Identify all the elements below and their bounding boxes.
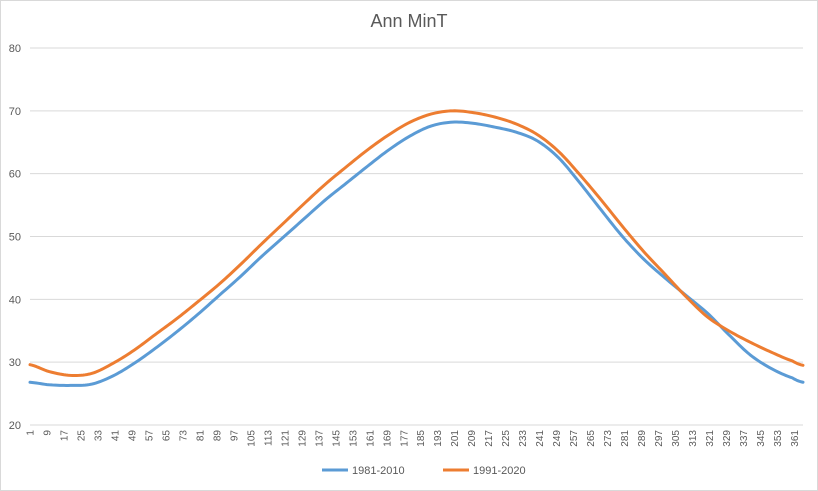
x-tick-label: 89 bbox=[212, 430, 223, 442]
legend-label: 1981-2010 bbox=[352, 465, 405, 477]
y-tick-label: 80 bbox=[9, 43, 21, 55]
x-tick-label: 273 bbox=[603, 430, 614, 447]
x-tick-label: 289 bbox=[637, 430, 648, 447]
x-tick-label: 217 bbox=[484, 430, 495, 447]
x-tick-label: 305 bbox=[671, 430, 682, 447]
y-axis-ticks: 20 30 40 50 60 70 80 bbox=[9, 43, 21, 432]
y-tick-label: 60 bbox=[9, 169, 21, 181]
x-tick-label: 129 bbox=[297, 430, 308, 447]
x-tick-label: 281 bbox=[620, 430, 631, 447]
x-tick-label: 25 bbox=[76, 430, 87, 442]
x-tick-label: 233 bbox=[518, 430, 529, 447]
x-tick-label: 57 bbox=[144, 430, 155, 442]
x-tick-label: 169 bbox=[382, 430, 393, 447]
gridlines bbox=[30, 47, 803, 426]
y-tick-label: 70 bbox=[9, 106, 21, 118]
x-tick-label: 49 bbox=[127, 430, 138, 442]
x-tick-label: 361 bbox=[790, 430, 801, 447]
x-tick-label: 161 bbox=[365, 430, 376, 447]
y-tick-label: 50 bbox=[9, 232, 21, 244]
x-tick-label: 121 bbox=[280, 430, 291, 447]
x-tick-label: 41 bbox=[110, 430, 121, 442]
chart-title: Ann MinT bbox=[370, 11, 447, 31]
x-tick-label: 105 bbox=[246, 430, 257, 447]
y-tick-label: 40 bbox=[9, 294, 21, 306]
x-tick-label: 201 bbox=[450, 430, 461, 447]
x-tick-label: 209 bbox=[467, 430, 478, 447]
x-tick-label: 153 bbox=[348, 430, 359, 447]
x-tick-label: 265 bbox=[586, 430, 597, 447]
x-tick-label: 337 bbox=[739, 430, 750, 447]
x-tick-label: 313 bbox=[688, 430, 699, 447]
x-tick-label: 73 bbox=[178, 430, 189, 442]
y-tick-label: 30 bbox=[9, 357, 21, 369]
x-tick-label: 177 bbox=[399, 430, 410, 447]
legend: 1981-2010 1991-2020 bbox=[322, 465, 526, 477]
series-line-1 bbox=[28, 120, 805, 387]
x-tick-label: 321 bbox=[705, 430, 716, 447]
x-tick-label: 9 bbox=[42, 430, 53, 436]
x-axis-ticks: 1 9 17 25 33 41 49 57 65 73 81 89 97 105 113 121 129 137 1… bbox=[26, 430, 802, 447]
x-tick-label: 193 bbox=[433, 430, 444, 447]
x-tick-label: 65 bbox=[161, 430, 172, 442]
x-tick-label: 137 bbox=[314, 430, 325, 447]
x-tick-label: 145 bbox=[331, 430, 342, 447]
x-tick-label: 113 bbox=[263, 430, 274, 446]
x-tick-label: 249 bbox=[552, 430, 563, 447]
x-tick-label: 241 bbox=[535, 430, 546, 447]
x-tick-label: 17 bbox=[59, 430, 70, 442]
x-tick-label: 329 bbox=[722, 430, 733, 447]
x-tick-label: 297 bbox=[654, 430, 665, 447]
series-line-2 bbox=[28, 109, 805, 377]
x-tick-label: 81 bbox=[195, 430, 206, 442]
x-tick-label: 185 bbox=[416, 430, 427, 447]
series-lines bbox=[28, 109, 805, 387]
x-tick-label: 353 bbox=[773, 430, 784, 447]
x-tick-label: 1 bbox=[26, 430, 37, 436]
y-tick-label: 20 bbox=[9, 420, 21, 432]
x-tick-label: 225 bbox=[501, 430, 512, 447]
x-tick-label: 345 bbox=[756, 430, 767, 447]
legend-label: 1991-2020 bbox=[473, 465, 526, 477]
x-tick-label: 97 bbox=[229, 430, 240, 442]
x-tick-label: 257 bbox=[569, 430, 580, 447]
x-tick-label: 33 bbox=[93, 430, 104, 442]
